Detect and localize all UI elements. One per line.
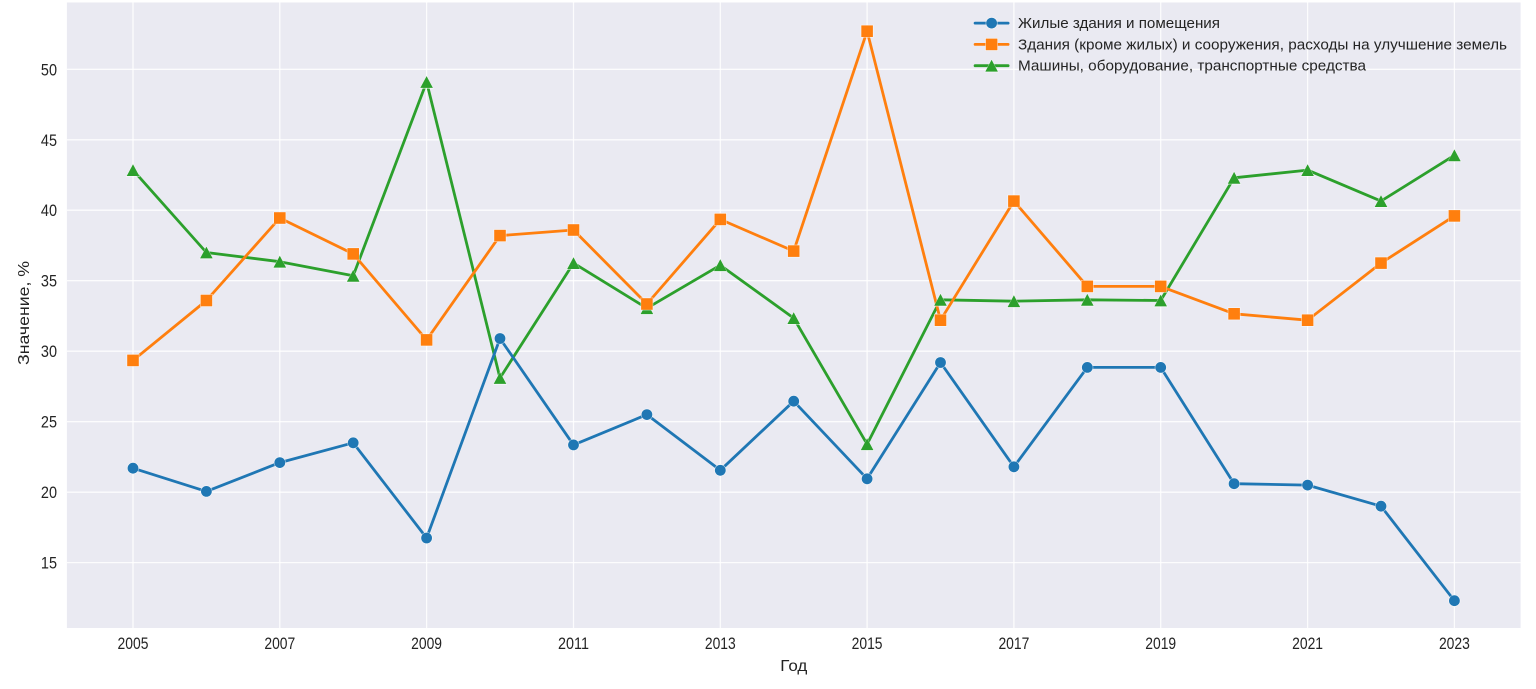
svg-text:2019: 2019 — [1145, 635, 1176, 653]
svg-text:2015: 2015 — [852, 635, 883, 653]
svg-text:20: 20 — [41, 484, 57, 502]
svg-text:45: 45 — [41, 132, 57, 150]
svg-text:Жилые здания и помещения: Жилые здания и помещения — [1018, 15, 1220, 32]
svg-text:2005: 2005 — [118, 635, 149, 653]
svg-text:2013: 2013 — [705, 635, 736, 653]
svg-text:2021: 2021 — [1292, 635, 1323, 653]
svg-text:2007: 2007 — [264, 635, 295, 653]
svg-text:25: 25 — [41, 414, 57, 432]
svg-text:2017: 2017 — [998, 635, 1029, 653]
svg-text:2011: 2011 — [558, 635, 589, 653]
svg-text:Здания (кроме жилых) и сооруже: Здания (кроме жилых) и сооружения, расхо… — [1018, 36, 1507, 53]
svg-text:Машины, оборудование, транспор: Машины, оборудование, транспортные средс… — [1018, 58, 1367, 75]
svg-text:30: 30 — [41, 343, 57, 361]
svg-text:2023: 2023 — [1439, 635, 1470, 653]
svg-text:40: 40 — [41, 202, 57, 220]
svg-text:35: 35 — [41, 273, 57, 291]
svg-text:2009: 2009 — [411, 635, 442, 653]
svg-text:Значение, %: Значение, % — [16, 261, 33, 365]
svg-text:Год: Год — [780, 658, 807, 675]
svg-text:15: 15 — [41, 555, 57, 573]
svg-text:50: 50 — [41, 61, 57, 79]
